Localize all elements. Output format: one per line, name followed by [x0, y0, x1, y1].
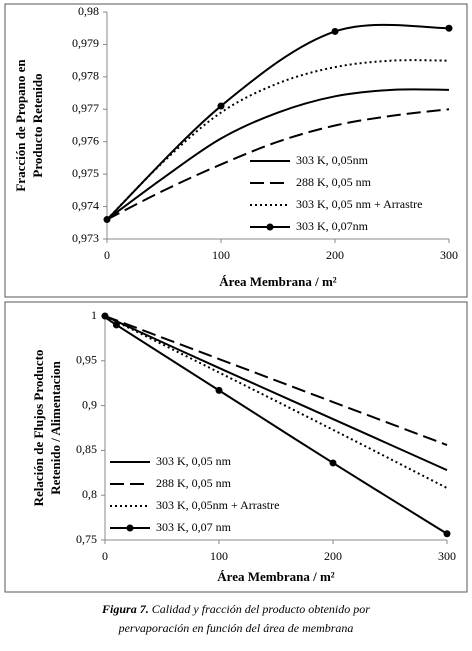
marker [101, 312, 109, 320]
series-line [106, 88, 450, 221]
marker [331, 27, 339, 35]
marker [443, 530, 451, 538]
x-axis-label: Área Membrana / m² [219, 274, 336, 289]
legend-label: 303 K, 0,07 nm [156, 520, 232, 534]
legend-label: 303 K, 0,05nm + Arrastre [156, 498, 279, 512]
marker [329, 459, 337, 467]
x-tick-label: 200 [326, 248, 344, 262]
legend-label: 288 K, 0,05 nm [156, 476, 232, 490]
series-line [106, 108, 450, 221]
x-tick-label: 0 [102, 549, 108, 563]
marker [445, 24, 453, 32]
y-tick-label: 0,974 [72, 198, 99, 212]
y-tick-label: 0,98 [78, 4, 99, 18]
y-tick-label: 0,977 [72, 101, 99, 115]
y-tick-label: 0,8 [82, 487, 97, 501]
legend-label: 303 K, 0,05nm [296, 153, 369, 167]
marker [112, 321, 120, 329]
x-tick-label: 300 [440, 248, 458, 262]
x-tick-label: 100 [210, 549, 228, 563]
legend-label: 303 K, 0,05 nm [156, 454, 232, 468]
caption-line: Calidad y fracción del producto obtenido… [152, 602, 371, 616]
y-tick-label: 0,85 [76, 442, 97, 456]
y-tick-label: 0,95 [76, 353, 97, 367]
legend-marker [266, 223, 274, 231]
marker [217, 102, 225, 110]
x-tick-label: 200 [324, 549, 342, 563]
y-axis-label: Relación de Flujos Producto [31, 350, 46, 507]
y-axis-label: Producto Retenido [30, 73, 45, 177]
y-axis-label: Fracción de Propano en [13, 59, 28, 192]
series-line [106, 59, 450, 221]
legend-marker [126, 524, 134, 532]
marker [215, 386, 223, 394]
panel-border [4, 301, 468, 593]
caption-label: Figura 7. [101, 602, 149, 616]
series-line [104, 315, 448, 446]
legend-label: 303 K, 0,05 nm + Arrastre [296, 197, 422, 211]
marker [103, 216, 111, 224]
series-line [106, 23, 450, 221]
caption: Figura 7. Calidad y fracción del product… [101, 602, 370, 616]
y-tick-label: 0,978 [72, 69, 99, 83]
y-tick-label: 0,979 [72, 36, 99, 50]
series-line [104, 315, 448, 489]
legend-label: 303 K, 0,07nm [296, 219, 369, 233]
y-tick-label: 1 [91, 308, 97, 322]
x-axis-label: Área Membrana / m² [217, 569, 334, 584]
x-tick-label: 0 [104, 248, 110, 262]
y-tick-label: 0,975 [72, 166, 99, 180]
x-tick-label: 100 [212, 248, 230, 262]
y-axis-label: Retenido / Alimentacion [48, 360, 63, 494]
y-tick-label: 0,9 [82, 397, 97, 411]
y-tick-label: 0,75 [76, 532, 97, 546]
series-line [104, 315, 448, 472]
x-tick-label: 300 [438, 549, 456, 563]
panel-border [4, 3, 468, 298]
y-tick-label: 0,976 [72, 133, 99, 147]
legend-label: 288 K, 0,05 nm [296, 175, 372, 189]
caption-line: pervaporación en función del área de mem… [118, 621, 354, 635]
y-tick-label: 0,973 [72, 231, 99, 245]
